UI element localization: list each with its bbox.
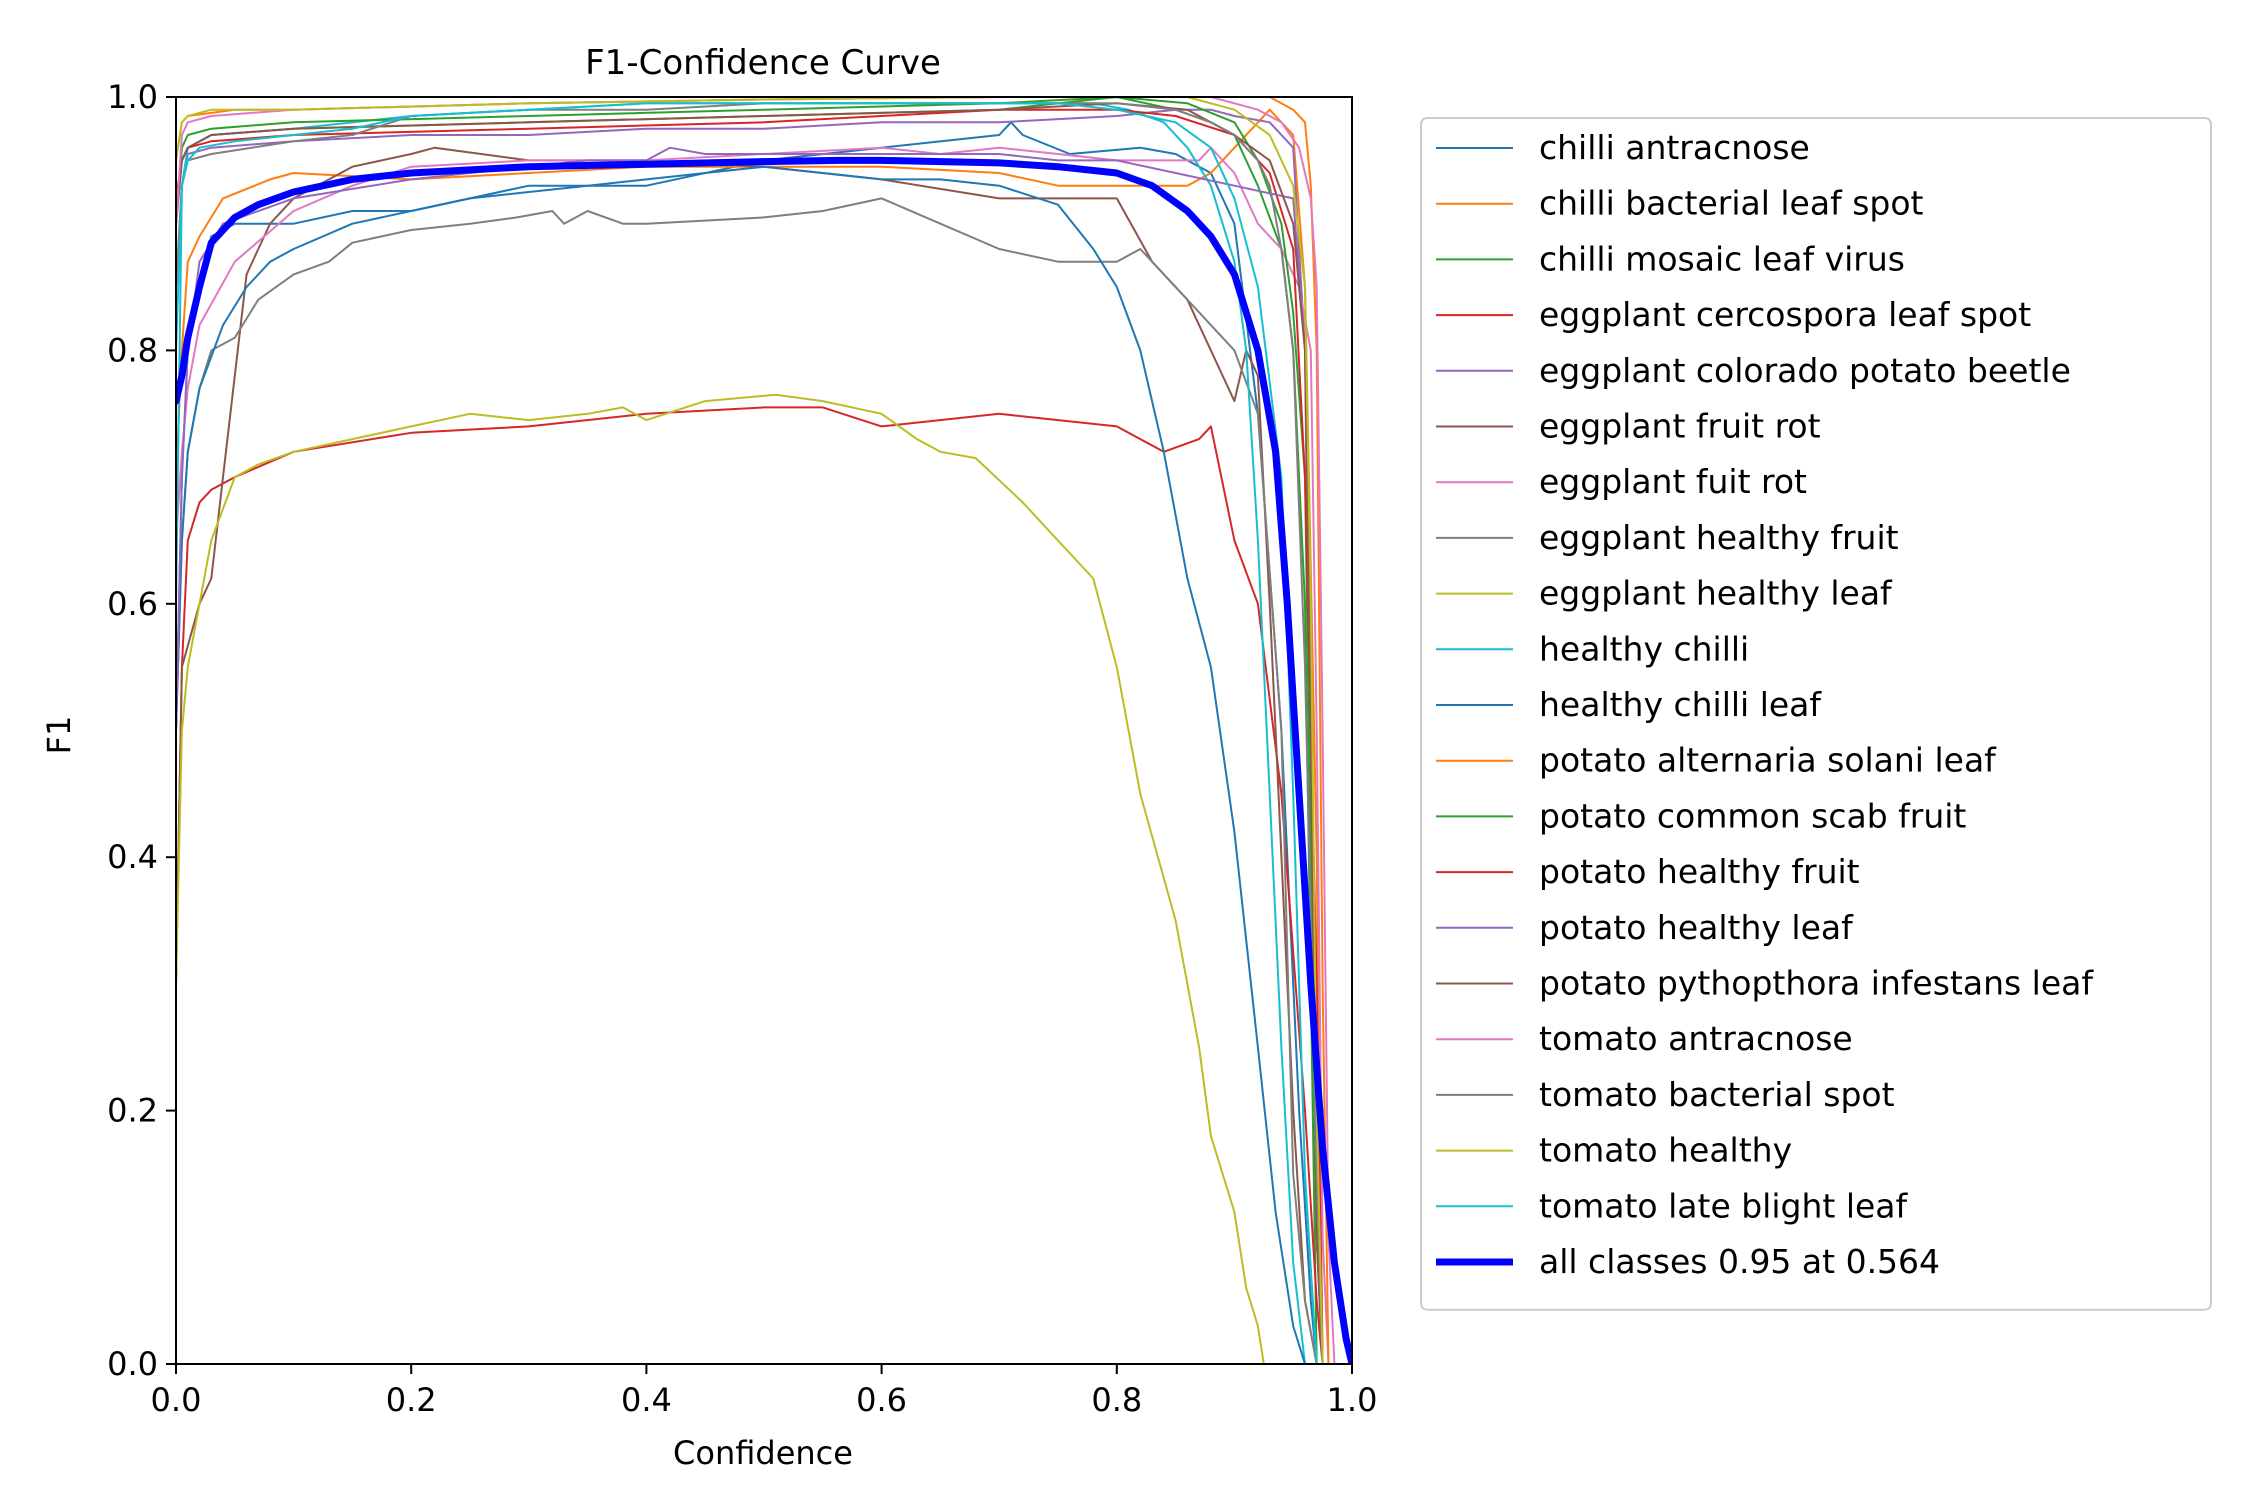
x-tick-label: 1.0: [1327, 1381, 1378, 1419]
legend-entry: chilli antracnose: [1539, 128, 1810, 167]
chart-title: F1-Confidence Curve: [585, 43, 941, 83]
legend-entry: chilli bacterial leaf spot: [1539, 184, 1924, 223]
y-tick-label: 1.0: [107, 78, 158, 116]
series-line-18: [176, 97, 1324, 1364]
y-tick-label: 0.2: [107, 1092, 158, 1130]
x-axis-label: Confidence: [673, 1434, 853, 1472]
series-line-7: [176, 197, 1318, 1364]
y-tick-label: 0.4: [107, 838, 158, 876]
legend-entry: tomato healthy: [1539, 1131, 1792, 1170]
legend-entry: tomato bacterial spot: [1539, 1075, 1895, 1114]
y-tick-label: 0.8: [107, 331, 158, 369]
y-tick-label: 0.0: [107, 1345, 158, 1383]
series-line-8: [176, 393, 1265, 1364]
legend-entry: eggplant cercospora leaf spot: [1539, 295, 2031, 334]
axis-ticks: 0.0 0.2 0.4 0.6 0.8 1.0 0.0 0.2 0.4 0.6 0.8 1.0: [107, 78, 1377, 1419]
series-line-20: [176, 156, 1352, 1364]
plot-frame: [175, 96, 1353, 1365]
legend-entry: healthy chilli: [1539, 629, 1749, 668]
legend-entry: all classes 0.95 at 0.564: [1539, 1242, 1940, 1281]
legend-entry: eggplant healthy leaf: [1539, 574, 1893, 613]
legend-entry: eggplant fuit rot: [1539, 462, 1807, 501]
legend-entry: healthy chilli leaf: [1539, 685, 1822, 724]
legend-entry: tomato late blight leaf: [1539, 1186, 1909, 1225]
series-line-1: [176, 108, 1324, 1364]
legend-entry: potato healthy fruit: [1539, 852, 1860, 891]
series-lines: [176, 97, 1352, 1364]
legend-entry: eggplant healthy fruit: [1539, 518, 1899, 557]
x-tick-label: 0.2: [386, 1381, 437, 1419]
x-tick-label: 0.4: [621, 1381, 672, 1419]
y-axis-label: F1: [40, 716, 78, 755]
legend-entry: potato healthy leaf: [1539, 908, 1854, 947]
legend-entry: chilli mosaic leaf virus: [1539, 239, 1905, 278]
x-tick-label: 0.0: [151, 1381, 202, 1419]
y-tick-label: 0.6: [107, 585, 158, 623]
series-line-6: [176, 146, 1330, 1364]
legend-entry: tomato antracnose: [1539, 1019, 1853, 1058]
series-line-4: [176, 108, 1324, 1364]
legend-frame: [1420, 117, 2212, 1311]
legend-entry: potato common scab fruit: [1539, 796, 1966, 835]
legend-entry: eggplant colorado potato beetle: [1539, 351, 2071, 390]
x-tick-label: 0.8: [1091, 1381, 1142, 1419]
legend-entry: eggplant fruit rot: [1539, 407, 1821, 446]
x-tick-label: 0.6: [856, 1381, 907, 1419]
series-line-16: [176, 97, 1336, 1364]
legend-entry: potato pythopthora infestans leaf: [1539, 964, 2094, 1003]
legend-entry: potato alternaria solani leaf: [1539, 741, 1997, 780]
series-line-10: [176, 165, 1306, 1364]
series-line-19: [176, 102, 1318, 1364]
legend: chilli antracnose chilli bacterial leaf s…: [1420, 117, 2212, 1311]
